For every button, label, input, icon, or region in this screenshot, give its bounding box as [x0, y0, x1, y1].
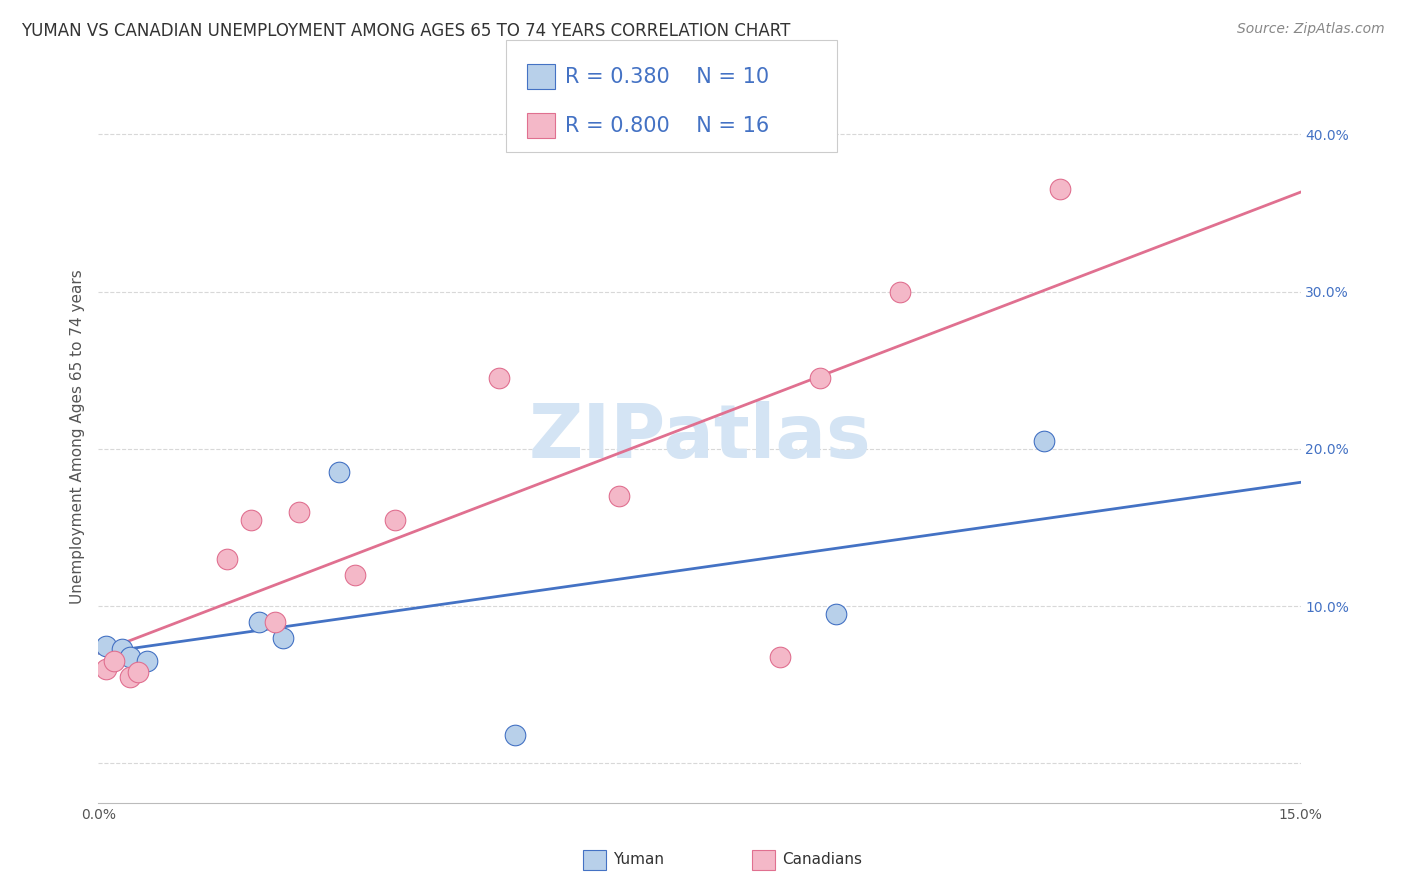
- Point: [384, 513, 406, 527]
- Text: ZIPatlas: ZIPatlas: [529, 401, 870, 474]
- Text: Yuman: Yuman: [613, 853, 664, 867]
- Point: [96, 662, 118, 676]
- Text: R = 0.800    N = 16: R = 0.800 N = 16: [565, 116, 769, 136]
- Point: [769, 649, 792, 664]
- Point: [1033, 434, 1056, 448]
- Point: [263, 615, 285, 629]
- Point: [808, 371, 831, 385]
- Point: [609, 489, 631, 503]
- Point: [328, 466, 350, 480]
- Point: [824, 607, 846, 621]
- Point: [120, 670, 142, 684]
- Point: [1049, 182, 1071, 196]
- Point: [503, 728, 526, 742]
- Point: [111, 641, 134, 656]
- Point: [271, 631, 294, 645]
- Point: [239, 513, 262, 527]
- Point: [128, 665, 150, 680]
- Point: [247, 615, 270, 629]
- Point: [135, 654, 157, 668]
- Point: [96, 639, 118, 653]
- Point: [488, 371, 510, 385]
- Point: [103, 654, 125, 668]
- Text: YUMAN VS CANADIAN UNEMPLOYMENT AMONG AGES 65 TO 74 YEARS CORRELATION CHART: YUMAN VS CANADIAN UNEMPLOYMENT AMONG AGE…: [21, 22, 790, 40]
- Y-axis label: Unemployment Among Ages 65 to 74 years: Unemployment Among Ages 65 to 74 years: [70, 269, 86, 605]
- Text: Source: ZipAtlas.com: Source: ZipAtlas.com: [1237, 22, 1385, 37]
- Point: [215, 552, 238, 566]
- Text: R = 0.380    N = 10: R = 0.380 N = 10: [565, 67, 769, 87]
- Point: [288, 505, 311, 519]
- Point: [889, 285, 911, 299]
- Point: [120, 649, 142, 664]
- Point: [343, 567, 366, 582]
- Text: Canadians: Canadians: [782, 853, 862, 867]
